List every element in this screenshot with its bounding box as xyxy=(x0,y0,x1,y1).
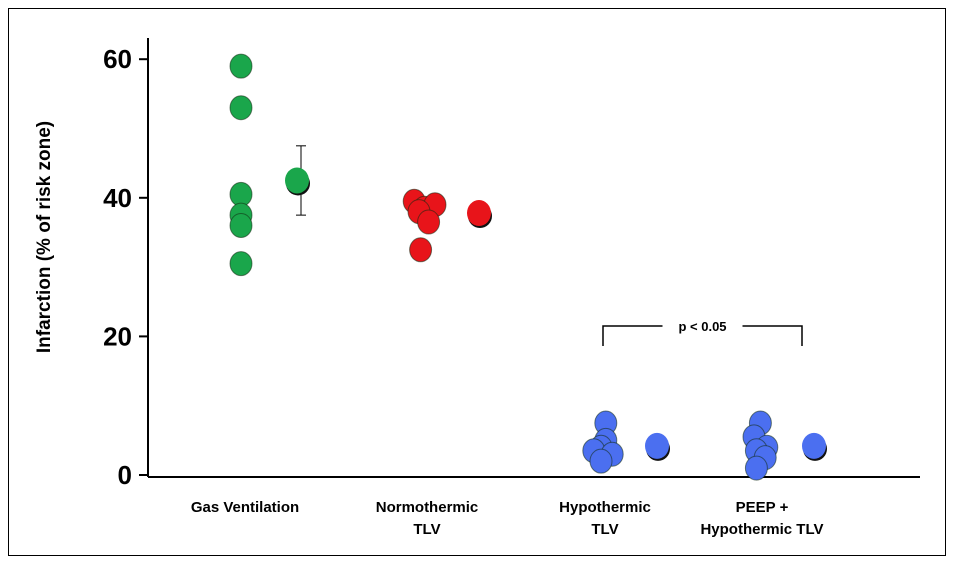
bracket-right xyxy=(742,325,803,347)
mean-point xyxy=(285,167,309,194)
category-label: TLV xyxy=(413,521,440,538)
y-tick-label: 40 xyxy=(103,183,132,213)
individual-point xyxy=(744,455,768,481)
annotations: p < 0.05 xyxy=(602,319,803,347)
individual-point xyxy=(589,448,613,474)
y-tick-label: 0 xyxy=(118,460,132,490)
individual-point xyxy=(229,251,253,277)
individual-point xyxy=(417,209,441,235)
category-label: Normothermic xyxy=(376,499,479,516)
y-axis-title: Infarction (% of risk zone) xyxy=(34,121,55,353)
mean-point xyxy=(467,200,491,227)
category-label: PEEP + xyxy=(736,499,789,516)
chart-frame xyxy=(8,8,946,556)
category-label: TLV xyxy=(591,521,618,538)
mean-point xyxy=(645,432,669,459)
y-tick-label: 60 xyxy=(103,44,132,74)
category-label: Hypothermic xyxy=(559,499,651,516)
individual-point xyxy=(409,237,433,263)
individual-point xyxy=(229,95,253,121)
y-tick-label: 20 xyxy=(103,321,132,351)
axes xyxy=(147,38,920,478)
category-labels: Gas Ventilation Normothermic TLV Hypothermi… xyxy=(191,499,824,538)
significance-label: p < 0.05 xyxy=(678,319,726,334)
individual-point xyxy=(229,213,253,239)
y-ticks: 0 20 40 60 xyxy=(103,44,148,490)
mean-point xyxy=(802,432,826,459)
individual-point xyxy=(229,53,253,79)
data-marks xyxy=(229,53,827,481)
category-label: Hypothermic TLV xyxy=(700,521,823,538)
bracket-left xyxy=(602,325,663,347)
category-label: Gas Ventilation xyxy=(191,499,299,516)
